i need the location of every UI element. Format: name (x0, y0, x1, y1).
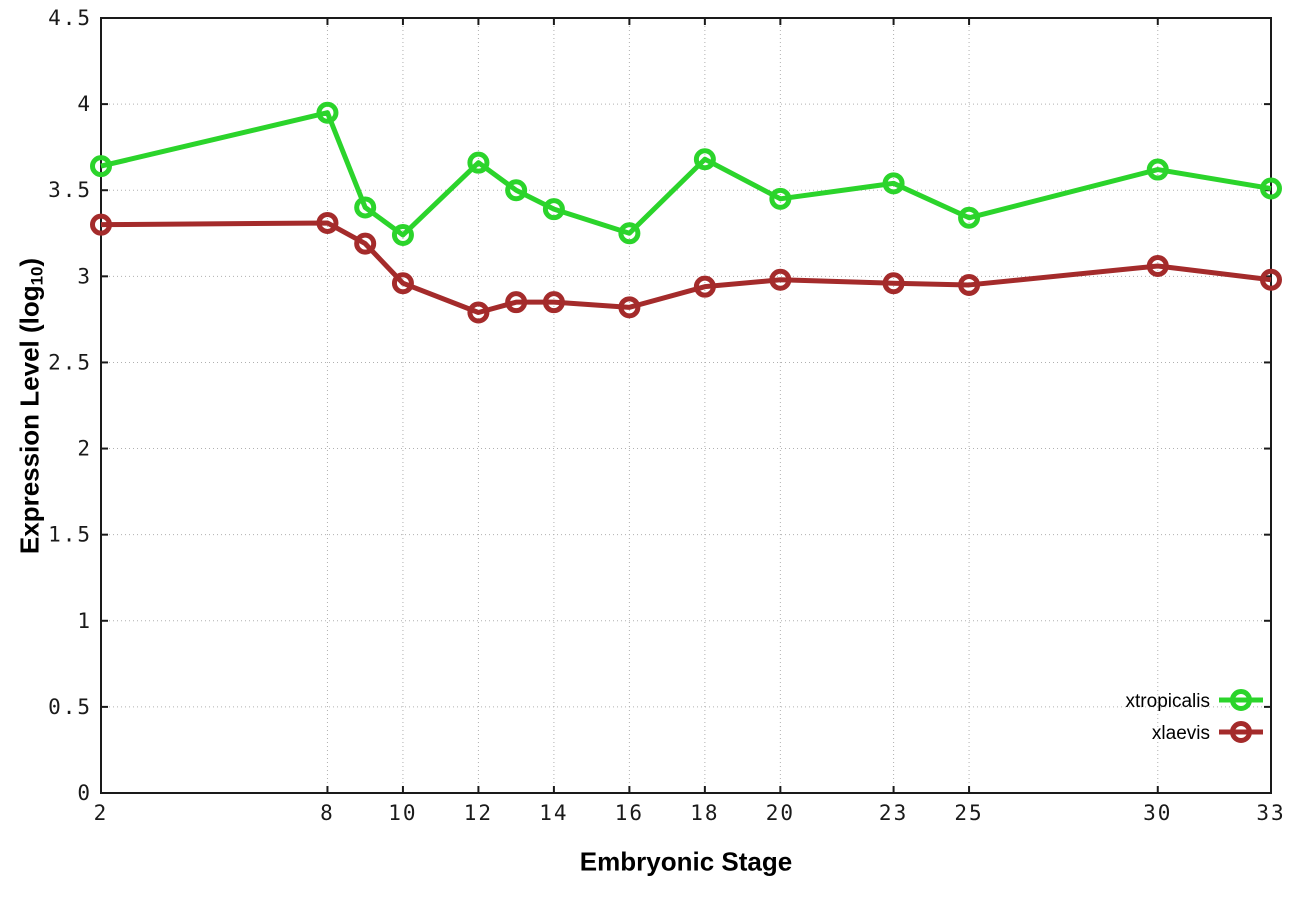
series-line-xlaevis (100, 220, 1272, 315)
x-tick-label: 10 (388, 801, 417, 825)
legend-marker-xtropicalis (1230, 689, 1252, 711)
data-point-xtropicalis (958, 206, 981, 229)
data-point-xlaevis (882, 272, 905, 295)
data-point-xlaevis (1260, 268, 1282, 291)
data-point-xlaevis (505, 291, 528, 314)
y-tick-label: 2.5 (48, 350, 92, 374)
data-point-xtropicalis (769, 187, 792, 210)
data-point-xlaevis (354, 232, 377, 255)
series-line-xtropicalis (100, 110, 1272, 238)
data-point-xlaevis (90, 213, 112, 236)
y-axis-title: Expression Level (log10) (14, 258, 47, 555)
x-tick-label: 30 (1143, 801, 1172, 825)
x-tick-label: 33 (1256, 801, 1285, 825)
x-tick-label: 2 (94, 801, 109, 825)
y-tick-label: 2 (77, 437, 92, 461)
x-tick-label: 8 (320, 801, 335, 825)
data-point-xlaevis (467, 301, 490, 324)
y-tick-label: 0.5 (48, 695, 92, 719)
data-point-xtropicalis (618, 222, 641, 245)
data-point-xtropicalis (1260, 177, 1282, 200)
data-point-xlaevis (1146, 255, 1169, 277)
data-point-xlaevis (542, 291, 565, 314)
data-point-xtropicalis (542, 198, 565, 221)
x-tick-label: 20 (766, 801, 795, 825)
data-point-xlaevis (391, 272, 414, 295)
data-point-xlaevis (316, 211, 339, 234)
y-axis-title-subscript: 10 (27, 266, 47, 286)
y-tick-label: 4 (77, 92, 92, 116)
data-point-xtropicalis (316, 101, 339, 124)
data-point-xtropicalis (354, 196, 377, 219)
y-tick-label: 1.5 (48, 523, 92, 547)
data-point-xtropicalis (1146, 158, 1169, 181)
y-tick-label: 4.5 (48, 6, 92, 30)
data-point-xlaevis (618, 296, 641, 319)
data-point-xtropicalis (693, 148, 716, 171)
data-point-xlaevis (693, 275, 716, 298)
data-point-xlaevis (769, 268, 792, 291)
y-tick-label: 0 (77, 781, 92, 805)
legend-label-xlaevis: xlaevis (1152, 723, 1210, 744)
x-tick-label: 16 (615, 801, 644, 825)
x-tick-label: 23 (879, 801, 908, 825)
y-tick-label: 1 (77, 609, 92, 633)
data-point-xtropicalis (882, 172, 905, 195)
data-point-xtropicalis (90, 155, 112, 178)
x-axis-title: Embryonic Stage (579, 846, 793, 877)
data-point-xtropicalis (505, 179, 528, 202)
x-tick-label: 25 (954, 801, 983, 825)
data-point-xlaevis (958, 273, 981, 296)
x-tick-label: 12 (464, 801, 493, 825)
x-tick-label: 18 (690, 801, 719, 825)
y-tick-label: 3.5 (48, 178, 92, 202)
y-axis-title-text: Expression Level (log (14, 285, 45, 555)
legend-marker-xlaevis (1230, 721, 1252, 743)
legend-label-xtropicalis: xtropicalis (1126, 691, 1210, 712)
data-point-xtropicalis (467, 151, 490, 174)
x-tick-label: 14 (539, 801, 568, 825)
plot-border (100, 17, 1272, 794)
y-tick-label: 3 (77, 264, 92, 288)
data-point-xtropicalis (391, 224, 414, 246)
